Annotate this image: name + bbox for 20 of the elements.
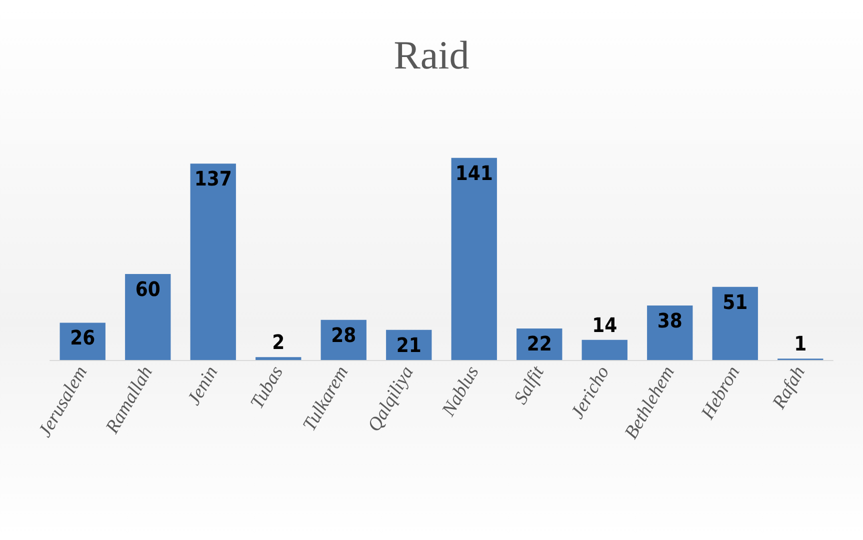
bar: [451, 158, 497, 360]
data-label: 137: [194, 166, 232, 191]
data-label: 141: [455, 160, 493, 185]
bar: [582, 340, 628, 360]
data-label: 60: [135, 277, 160, 301]
chart-title: Raid: [394, 32, 470, 78]
bar: [712, 286, 758, 360]
bar: [647, 306, 693, 360]
bar: [125, 274, 171, 360]
data-label: 28: [331, 322, 356, 347]
data-label: 1: [794, 332, 807, 356]
data-label: 2: [272, 330, 285, 354]
data-label: 26: [70, 326, 96, 350]
bar: [190, 164, 236, 360]
data-label: 14: [592, 312, 618, 337]
bar: [256, 357, 302, 360]
data-label: 38: [657, 308, 682, 333]
data-label: 21: [396, 332, 422, 357]
data-label: 22: [526, 331, 552, 356]
data-label: 51: [722, 290, 748, 314]
